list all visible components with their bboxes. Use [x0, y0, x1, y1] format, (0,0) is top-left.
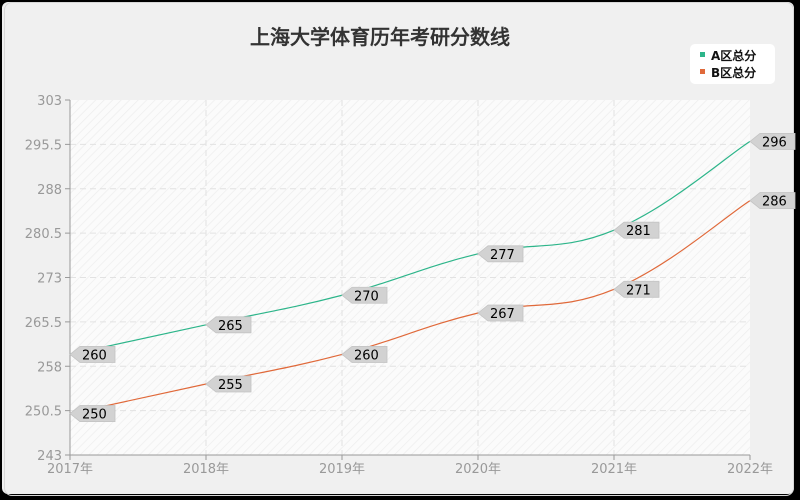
svg-text:260: 260 — [354, 348, 379, 363]
series-line-b — [69, 200, 751, 415]
y-tick-label: 258 — [37, 360, 62, 375]
series-lines — [69, 140, 751, 415]
data-label: 260 — [69, 346, 116, 363]
svg-text:265: 265 — [218, 319, 243, 334]
data-label: 255 — [205, 375, 252, 393]
x-axis-ticks: 2017年 2018年 2019年 2020年 2021年 2022年 — [47, 455, 773, 477]
legend-swatch-icon — [700, 69, 705, 74]
data-label: 250 — [69, 405, 116, 423]
legend-label: B区总分 — [711, 65, 756, 80]
chart-title-text: 上海大学体育历年考研分数线 — [250, 25, 510, 49]
y-tick-label: 288 — [37, 183, 62, 198]
y-axis-ticks: 303 295.5 288 280.5 273 265.5 258 250.5 243 — [25, 94, 70, 464]
svg-text:260: 260 — [82, 348, 107, 363]
svg-text:296: 296 — [762, 135, 787, 150]
svg-text:250: 250 — [82, 408, 107, 423]
svg-text:255: 255 — [218, 378, 243, 393]
y-tick-label: 295.5 — [25, 138, 62, 153]
y-tick-label: 280.5 — [25, 227, 62, 242]
svg-text:270: 270 — [354, 289, 379, 304]
x-tick-label: 2022年 — [727, 462, 773, 477]
grid-lines — [70, 100, 750, 455]
data-label: 271 — [613, 280, 660, 298]
y-tick-label: 243 — [37, 449, 62, 464]
chart-title: 上海大学体育历年考研分数线 — [250, 25, 510, 49]
svg-text:286: 286 — [762, 195, 787, 210]
x-tick-label: 2021年 — [591, 462, 637, 477]
svg-text:271: 271 — [626, 283, 651, 298]
legend-label: A区总分 — [711, 48, 756, 63]
y-tick-label: 265.5 — [25, 316, 62, 331]
svg-text:267: 267 — [490, 307, 515, 322]
series-line-a — [69, 140, 751, 356]
legend[interactable]: A区总分 B区总分 — [690, 44, 775, 84]
data-labels: 260 265 270 277 281 296 250 255 260 267 271 286 — [69, 133, 796, 423]
data-label: 260 — [341, 346, 388, 363]
data-label: 265 — [205, 316, 252, 334]
y-tick-label: 303 — [37, 94, 62, 109]
x-tick-label: 2018年 — [183, 462, 229, 477]
data-label: 286 — [749, 192, 796, 210]
x-tick-label: 2019年 — [319, 462, 365, 477]
x-tick-label: 2017年 — [47, 462, 93, 477]
legend-swatch-icon — [700, 52, 705, 57]
legend-item-b[interactable]: B区总分 — [700, 65, 756, 80]
data-label: 270 — [341, 286, 388, 304]
legend-item-a[interactable]: A区总分 — [700, 48, 756, 63]
y-tick-label: 250.5 — [25, 405, 62, 420]
svg-text:281: 281 — [626, 224, 651, 239]
y-tick-label: 273 — [37, 272, 62, 287]
data-label: 296 — [749, 133, 796, 150]
svg-text:277: 277 — [490, 248, 515, 263]
data-label: 281 — [613, 221, 660, 239]
x-tick-label: 2020年 — [455, 462, 501, 477]
data-label: 277 — [477, 245, 524, 263]
data-label: 267 — [477, 304, 524, 322]
legend-box — [690, 44, 775, 84]
